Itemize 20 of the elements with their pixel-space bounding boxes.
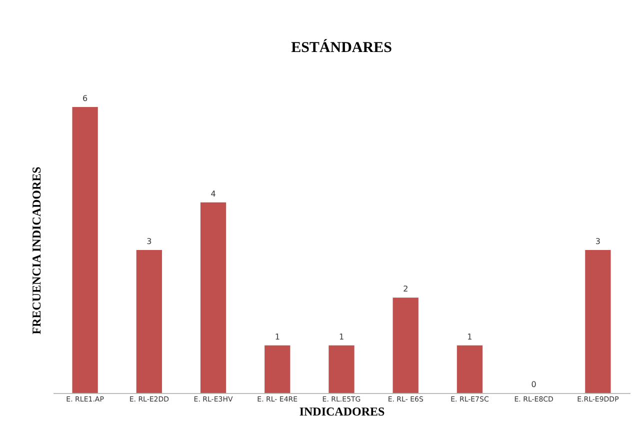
data-label: 1 bbox=[467, 332, 472, 342]
bar bbox=[585, 250, 611, 393]
data-label: 2 bbox=[403, 284, 408, 294]
bar bbox=[72, 107, 98, 393]
data-label: 3 bbox=[595, 237, 600, 246]
bar bbox=[328, 345, 354, 393]
x-axis-title: INDICADORES bbox=[299, 404, 385, 418]
chart-title: ESTÁNDARES bbox=[291, 39, 392, 56]
data-label: 6 bbox=[82, 94, 88, 103]
bar bbox=[264, 345, 290, 393]
data-label: 1 bbox=[338, 332, 344, 342]
data-label: 4 bbox=[210, 189, 216, 198]
data-label: 0 bbox=[531, 380, 536, 389]
bar bbox=[456, 345, 483, 393]
data-label: 1 bbox=[274, 332, 280, 342]
y-axis-title: FRECUENCIA INDICADORES bbox=[30, 166, 44, 334]
bar bbox=[200, 202, 226, 393]
bar bbox=[392, 298, 418, 393]
data-label: 3 bbox=[146, 237, 152, 246]
bar bbox=[136, 250, 162, 393]
